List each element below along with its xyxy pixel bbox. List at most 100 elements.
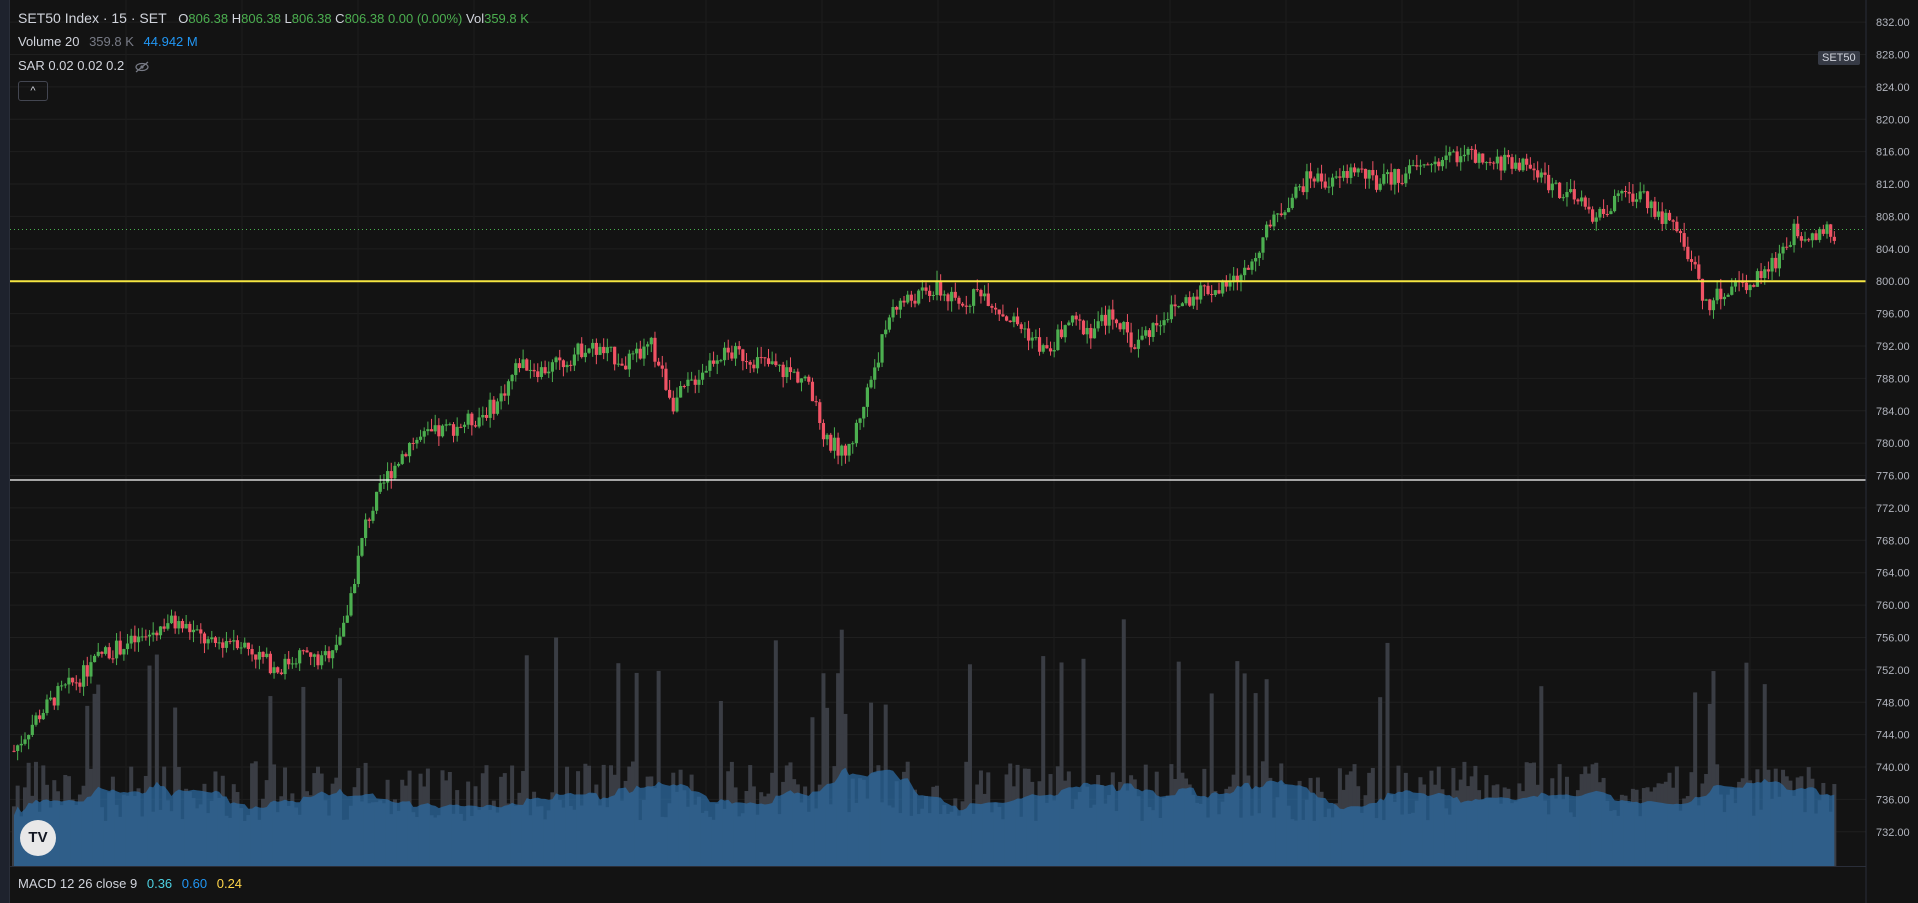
candle-body (396, 463, 401, 466)
candle-body (525, 359, 529, 371)
price-axis[interactable]: 832.00 828.00 824.00 820.00 816.00 812.00 808.… (1865, 0, 1918, 903)
candle-body (1323, 181, 1327, 188)
price-axis-bg (1866, 0, 1918, 903)
candle-body (521, 359, 525, 369)
candle-body (752, 364, 756, 369)
volume-bar (1235, 661, 1240, 866)
candle-body (261, 651, 265, 658)
candle-body (1682, 233, 1686, 247)
symbol-title[interactable]: SET50 Index · 15 · SET (18, 10, 167, 26)
candle-body (422, 431, 426, 437)
candle-body (1389, 172, 1393, 185)
candle-body (210, 637, 214, 640)
candle-body (16, 745, 20, 752)
candle-body (1026, 328, 1031, 341)
candle-body (389, 471, 393, 479)
volume-bar (839, 629, 844, 866)
candle-body (887, 317, 891, 330)
pane-divider[interactable] (9, 866, 1866, 867)
candle-body (375, 491, 379, 511)
high-label: H (231, 11, 242, 26)
candle-body (411, 442, 415, 444)
y-tick-label: 784.00 (1876, 406, 1910, 418)
candle-body (129, 635, 133, 644)
candle-body (847, 443, 851, 456)
macd-legend[interactable]: MACD 12 26 close 9 0.36 0.60 0.24 (18, 876, 242, 891)
candle-body (891, 306, 895, 318)
candle-body (642, 346, 646, 359)
candle-body (624, 365, 628, 370)
candle-body (862, 406, 866, 419)
candle-body (675, 397, 679, 412)
tradingview-logo[interactable]: TV (20, 820, 56, 856)
candle-body (360, 538, 364, 556)
candle-body (1371, 170, 1375, 176)
symbol-legend[interactable]: SET50 Index · 15 · SET O806.38 H806.38 L… (18, 10, 529, 26)
candle-body (287, 658, 291, 665)
candle-body (221, 642, 225, 648)
candle-body (1634, 199, 1639, 202)
eye-off-icon[interactable] (134, 58, 150, 73)
candle-body (799, 378, 804, 383)
horizontal-lines[interactable]: 800.00775.45806.38 (10, 221, 1915, 488)
candle-body (1396, 169, 1401, 183)
y-tick-label: 800.00 (1876, 276, 1910, 288)
candle-body (1528, 164, 1532, 169)
candle-body (213, 637, 218, 644)
candle-body (224, 641, 229, 648)
candle-body (906, 294, 910, 303)
candles (12, 144, 1836, 761)
compare-symbol-badge[interactable]: SET50 (1818, 51, 1860, 65)
candle-body (840, 445, 844, 456)
candle-body (1067, 322, 1071, 326)
candle-body (1239, 275, 1243, 282)
candle-body (1649, 201, 1653, 209)
candle-body (957, 297, 961, 304)
candle-body (679, 385, 683, 398)
candle-body (290, 663, 294, 665)
collapse-legend-button[interactable]: ^ (18, 81, 48, 101)
candle-body (1440, 160, 1445, 167)
candle-body (1188, 297, 1192, 306)
candle-body (792, 371, 796, 373)
volume-legend[interactable]: Volume 20 359.8 K 44.942 M (18, 34, 198, 49)
candle-body (309, 652, 313, 657)
candle-body (1411, 165, 1415, 167)
y-tick-label: 752.00 (1876, 665, 1910, 677)
candle-body (550, 362, 555, 372)
candle-body (997, 309, 1001, 315)
candle-body (986, 293, 990, 306)
candle-body (404, 454, 408, 457)
candle-body (993, 307, 998, 310)
candle-body (63, 684, 67, 686)
candle-body (788, 367, 793, 373)
candle-body (1352, 167, 1357, 173)
candle-body (1711, 300, 1716, 311)
candle-body (1063, 325, 1067, 338)
candle-body (1232, 275, 1236, 283)
candle-body (785, 367, 789, 378)
candle-body (1283, 212, 1287, 216)
candle-body (583, 352, 587, 358)
candle-body (323, 651, 327, 656)
candle-body (1536, 170, 1540, 178)
candle-body (481, 414, 485, 418)
candle-body (1206, 285, 1210, 295)
candle-body (1580, 197, 1584, 202)
candle-body (71, 677, 75, 683)
candle-body (1129, 332, 1133, 348)
candle-body (27, 735, 31, 740)
candle-body (898, 300, 902, 310)
candle-body (1543, 172, 1547, 175)
sar-legend[interactable]: SAR 0.02 0.02 0.2 (18, 58, 150, 73)
volume-bar (1707, 703, 1712, 866)
candle-body (858, 418, 862, 423)
y-tick-label: 756.00 (1876, 632, 1910, 644)
candle-body (1766, 269, 1771, 272)
candle-body (873, 367, 877, 380)
candle-body (909, 294, 913, 301)
candle-body (928, 290, 932, 296)
y-tick-label: 780.00 (1876, 438, 1910, 450)
low-value: 806.38 (291, 11, 332, 26)
